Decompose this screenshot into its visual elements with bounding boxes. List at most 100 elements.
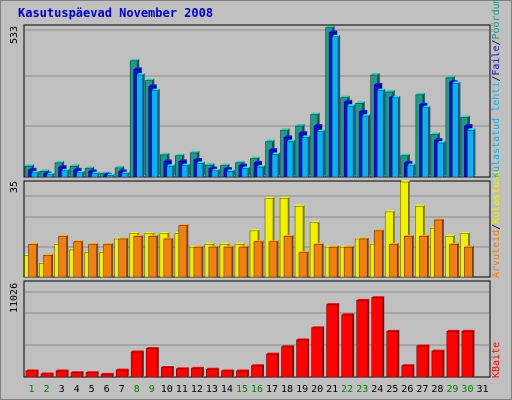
bottom-KBaite-bar-day-1 (25, 369, 39, 378)
bar-front-face (40, 373, 53, 378)
mid-Arvuteid-bar-day-21 (328, 245, 339, 278)
bar-side-face (66, 234, 69, 277)
bar-top-face (281, 345, 295, 347)
bottom-KBaite-bar-day-16 (251, 364, 264, 378)
mid-Arvuteid-bar-day-26 (404, 234, 414, 278)
bottom-KBaite-bar-day-15 (236, 369, 249, 378)
bar-top-face (284, 234, 294, 237)
bar-side-face (67, 168, 70, 177)
bar-side-face (427, 234, 429, 277)
bar-top-face (460, 232, 470, 234)
day-label-17: 17 (266, 384, 278, 395)
bar-top-face (148, 84, 157, 87)
bar-top-face (371, 296, 385, 298)
day-label-22: 22 (341, 384, 353, 395)
bar-top-face (133, 234, 144, 237)
bottom-KBaite-bar-day-12 (191, 366, 204, 378)
bar-top-face (295, 204, 305, 207)
bar-top-face (464, 245, 474, 248)
bottom-KBaite-bar-day-4 (70, 371, 84, 378)
top-ymax-label: 533 (9, 26, 20, 44)
mid-Arvuteid-bar-day-9 (148, 234, 159, 278)
bar-side-face (186, 223, 189, 277)
bar-top-face (385, 90, 395, 93)
bar-top-face (344, 245, 354, 248)
top-Külastatud lehti-bar-day-17 (271, 152, 281, 178)
bar-front-face (313, 244, 323, 278)
bar-top-face (407, 163, 416, 166)
top-Külastatud lehti-bar-day-23 (361, 114, 371, 178)
bar-side-face (157, 347, 159, 377)
bar-front-face (331, 36, 339, 178)
bottom-panel (23, 280, 491, 378)
day-label-4: 4 (74, 384, 80, 395)
bar-front-face (358, 238, 368, 278)
bar-front-face (58, 235, 67, 278)
bar-front-face (223, 246, 233, 278)
bar-side-face (278, 152, 281, 177)
bar-top-face (326, 303, 340, 305)
mid-Arvuteid-bar-day-25 (388, 242, 399, 278)
bar-front-face (341, 314, 353, 378)
bar-side-face (52, 372, 54, 377)
bar-side-face (261, 240, 264, 277)
legend-item: Faile (491, 46, 502, 76)
bar-front-face (271, 154, 279, 178)
bar-front-face (301, 137, 309, 178)
bar-top-face (419, 234, 429, 237)
legend-item: Arvuteid (491, 230, 502, 278)
day-label-19: 19 (296, 384, 308, 395)
bar-top-face (226, 169, 235, 172)
bar-side-face (473, 128, 476, 177)
bar-front-face (70, 372, 83, 378)
bottom-KBaite-bar-day-28 (431, 349, 445, 378)
bar-side-face (262, 364, 264, 377)
bar-front-face (28, 244, 37, 278)
bar-top-face (251, 364, 264, 366)
bar-side-face (232, 169, 235, 177)
bar-front-face (401, 365, 414, 378)
bar-top-face (344, 99, 353, 102)
bar-front-face (343, 246, 353, 278)
top-Külastatud lehti-bar-day-15 (241, 166, 250, 178)
bar-side-face (323, 129, 326, 177)
bar-side-face (201, 245, 204, 277)
bar-top-face (377, 88, 386, 91)
bar-front-face (241, 168, 249, 178)
bar-front-face (166, 165, 174, 178)
day-label-3: 3 (59, 384, 65, 395)
bar-side-face (338, 34, 341, 178)
bar-side-face (36, 242, 38, 277)
bar-top-face (25, 164, 34, 167)
bar-top-face (234, 242, 245, 245)
bar-side-face (171, 237, 174, 277)
bar-front-face (467, 129, 474, 178)
day-label-23: 23 (356, 384, 368, 395)
top-Külastatud lehti-bar-day-25 (391, 95, 401, 178)
day-label-8: 8 (134, 384, 140, 395)
bar-front-face (407, 165, 414, 178)
bar-top-face (362, 114, 371, 117)
day-label-26: 26 (401, 384, 413, 395)
bar-top-face (115, 165, 125, 168)
bar-front-face (386, 331, 399, 378)
top-Külastatud lehti-bar-day-2 (46, 172, 55, 178)
bar-side-face (97, 371, 99, 377)
bar-top-face (196, 161, 205, 164)
bar-top-face (370, 73, 380, 76)
top-Külastatud lehti-bar-day-5 (91, 171, 100, 178)
legend-separator: / (491, 224, 502, 230)
legend-item: Külastatud lehti (491, 82, 502, 178)
bar-top-face (464, 124, 473, 127)
bar-top-face (106, 173, 115, 176)
bar-front-face (85, 372, 98, 378)
bar-front-face (121, 173, 128, 178)
bar-top-face (211, 168, 220, 171)
bar-front-face (268, 241, 278, 278)
bottom-KBaite-bar-day-30 (461, 329, 475, 378)
bar-front-face (422, 107, 429, 178)
bar-front-face (160, 367, 173, 378)
bar-top-face (266, 352, 280, 355)
bar-side-face (472, 329, 475, 377)
day-label-18: 18 (281, 384, 293, 395)
